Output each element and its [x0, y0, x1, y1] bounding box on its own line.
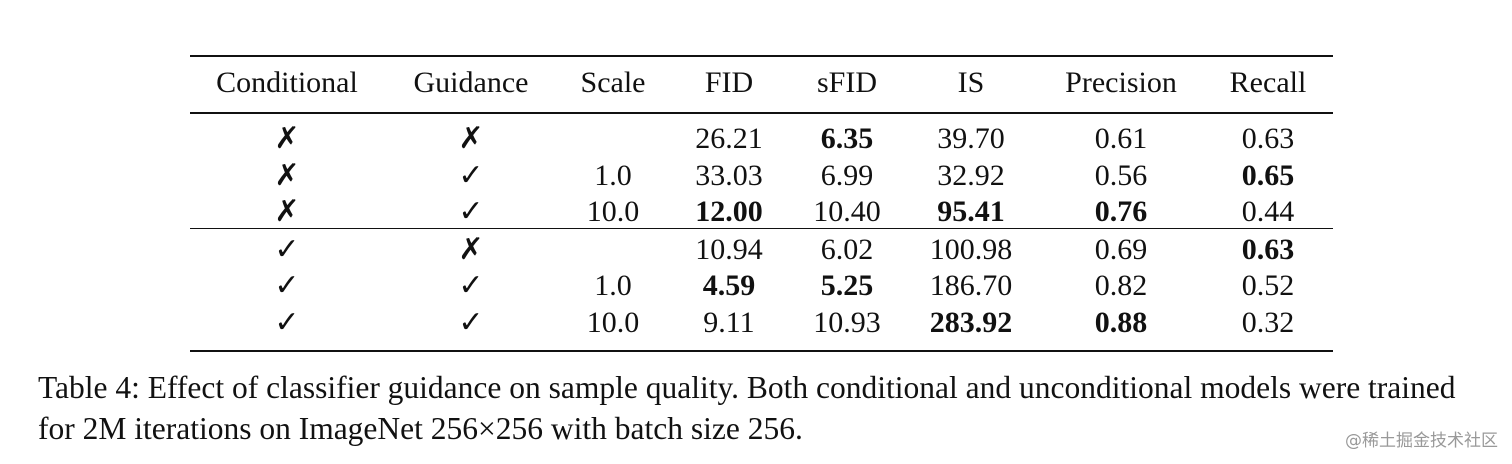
- cell: 33.03: [695, 158, 763, 192]
- cell: ✗: [274, 195, 300, 228]
- cell: 0.44: [1241, 195, 1295, 228]
- header-cell: Guidance: [413, 66, 529, 99]
- cell: 0.76: [1094, 195, 1148, 228]
- cell: ✓: [274, 305, 300, 339]
- cell: 1.0: [594, 269, 632, 302]
- header-cell: sFID: [816, 66, 877, 99]
- cell: ✓: [458, 158, 484, 192]
- cell: 0.32: [1241, 305, 1295, 339]
- cell: 100.98: [929, 232, 1013, 266]
- cell: 9.11: [703, 305, 755, 339]
- cell: 6.99: [820, 158, 874, 192]
- cell: ✗: [274, 122, 300, 155]
- caption: Table 4: Effect of classifier guidance o…: [38, 370, 1456, 446]
- cell: 283.92: [929, 305, 1013, 339]
- cell: 0.52: [1241, 269, 1295, 302]
- cell: ✗: [274, 158, 300, 192]
- cell: 26.21: [695, 122, 763, 155]
- cell: 1.0: [594, 158, 632, 192]
- cell: 6.02: [820, 232, 874, 266]
- cell: ✗: [458, 122, 484, 155]
- cell: ✓: [458, 269, 484, 302]
- header-cell: Precision: [1065, 66, 1177, 99]
- cell: 10.0: [586, 305, 640, 339]
- cell: ✗: [458, 232, 484, 266]
- header-cell: Scale: [580, 66, 646, 99]
- cell: 10.40: [813, 195, 881, 228]
- header-cell: FID: [704, 66, 754, 99]
- cell: ✓: [458, 305, 484, 339]
- cell: 95.41: [937, 195, 1005, 228]
- header-cell: IS: [957, 66, 985, 99]
- watermark: @稀土掘金技术社区: [1345, 431, 1498, 451]
- cell: 0.63: [1241, 232, 1295, 266]
- cell: 0.56: [1094, 158, 1148, 192]
- group-rule: [190, 227, 1333, 229]
- header-rule: [190, 112, 1333, 114]
- cell: 39.70: [937, 122, 1005, 155]
- cell: 4.59: [702, 269, 756, 302]
- cell: 6.35: [820, 122, 874, 155]
- cell: ✓: [274, 269, 300, 302]
- cell: 10.94: [695, 232, 763, 266]
- header-cell: Conditional: [216, 66, 358, 99]
- header-cell: Recall: [1229, 66, 1307, 99]
- cell: 10.0: [586, 195, 640, 228]
- cell: 5.25: [820, 269, 874, 302]
- cell: 10.93: [813, 305, 881, 339]
- cell: 186.70: [929, 269, 1013, 302]
- cell: 12.00: [695, 195, 763, 228]
- cell: 0.65: [1241, 158, 1295, 192]
- cell: 0.82: [1094, 269, 1148, 302]
- cell: 0.88: [1094, 305, 1148, 339]
- cell: ✓: [274, 232, 300, 266]
- cell: 0.61: [1094, 122, 1148, 155]
- bottom-rule: [190, 350, 1333, 352]
- cell: 0.63: [1241, 122, 1295, 155]
- cell: 0.69: [1094, 232, 1148, 266]
- cell: 32.92: [937, 158, 1005, 192]
- cell: ✓: [458, 195, 484, 228]
- top-rule: [190, 55, 1333, 57]
